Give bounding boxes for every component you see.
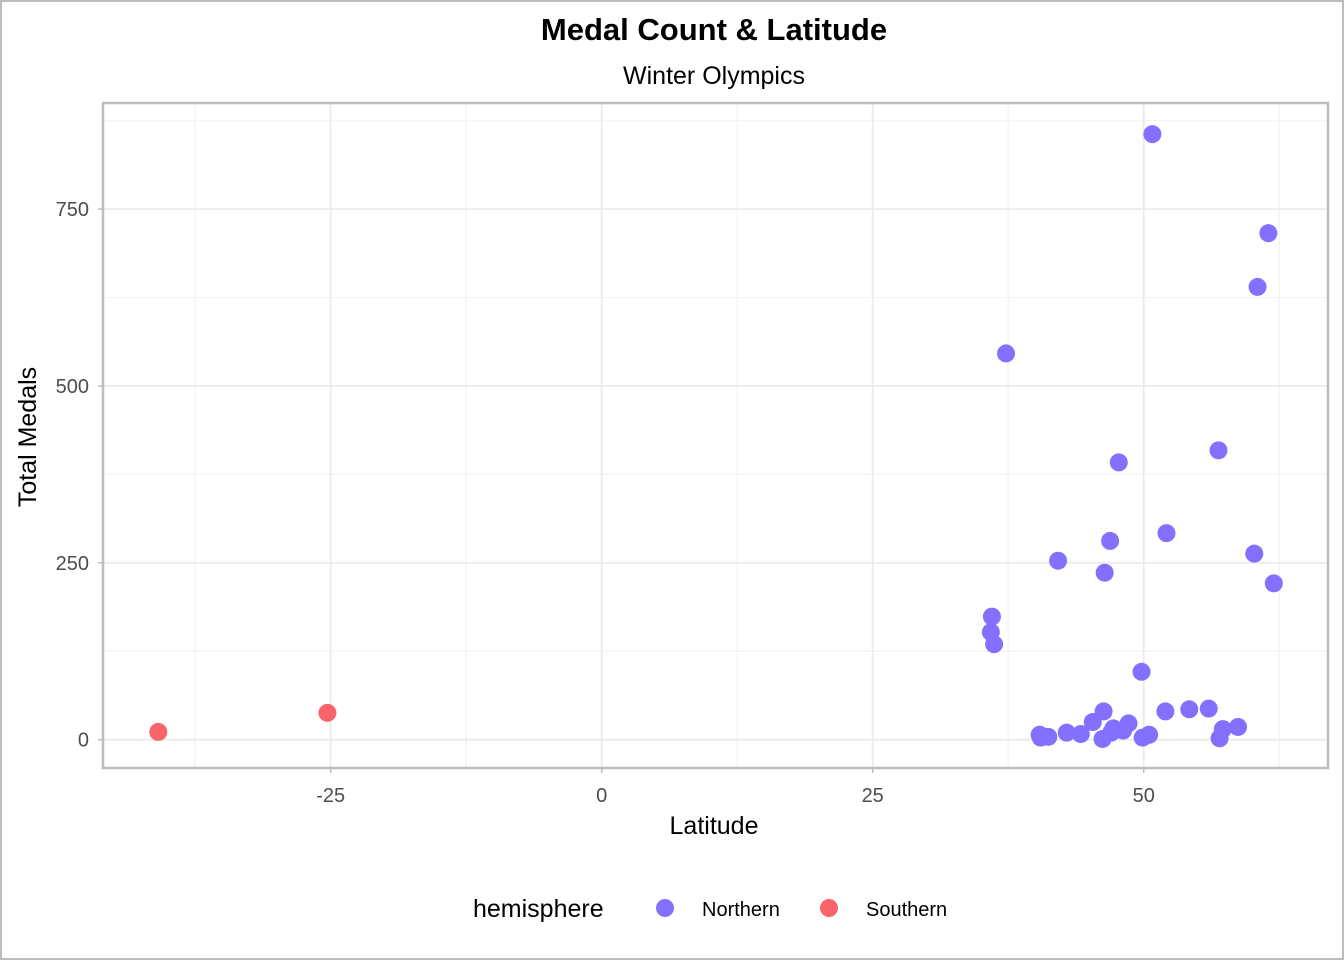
data-points: [149, 125, 1283, 748]
chart-subtitle: Winter Olympics: [623, 62, 805, 90]
data-point-southern: [318, 703, 337, 722]
x-tick-label: 0: [596, 785, 607, 807]
data-point-northern: [985, 635, 1004, 654]
data-point-southern: [149, 722, 168, 741]
data-point-northern: [1209, 441, 1228, 460]
data-point-northern: [1229, 717, 1248, 736]
data-point-northern: [1093, 729, 1112, 748]
data-point-northern: [1083, 713, 1102, 732]
data-point-northern: [1057, 723, 1076, 742]
plot-panel-border: [101, 101, 1330, 770]
data-point-northern: [1031, 728, 1050, 747]
data-point-northern: [1156, 702, 1175, 721]
data-point-northern: [1248, 277, 1267, 296]
y-tick-label: 750: [56, 199, 89, 221]
data-point-northern: [1101, 531, 1120, 550]
grid-lines: [103, 103, 1328, 768]
legend-title: hemisphere: [473, 895, 604, 923]
legend: hemisphere Northern Southern: [473, 895, 947, 923]
x-axis-label: Latitude: [670, 812, 759, 840]
legend-label-southern: Southern: [866, 899, 947, 921]
data-point-northern: [1157, 524, 1176, 543]
y-tick-label: 0: [78, 730, 89, 752]
data-point-northern: [1049, 551, 1068, 570]
data-point-northern: [1133, 728, 1152, 747]
data-point-northern: [1109, 453, 1128, 472]
data-point-northern: [1259, 224, 1278, 243]
data-point-northern: [1132, 662, 1151, 681]
y-axis-label: Total Medals: [14, 367, 42, 507]
y-tick-label: 500: [56, 376, 89, 398]
y-tick-label: 250: [56, 553, 89, 575]
x-tick-label: -25: [316, 785, 345, 807]
data-point-northern: [1071, 725, 1090, 744]
x-tick-label: 50: [1133, 785, 1155, 807]
data-point-northern: [1264, 574, 1283, 593]
legend-key-northern: [656, 899, 674, 917]
legend-key-southern: [820, 899, 838, 917]
data-point-northern: [1180, 700, 1199, 719]
x-tick-label: 25: [862, 785, 884, 807]
legend-label-northern: Northern: [702, 899, 780, 921]
data-point-northern: [997, 344, 1016, 363]
data-point-northern: [1095, 563, 1114, 582]
data-point-northern: [982, 607, 1001, 626]
data-point-northern: [1210, 729, 1229, 748]
data-point-northern: [1245, 544, 1264, 563]
chart-title: Medal Count & Latitude: [541, 12, 887, 47]
data-point-northern: [1199, 699, 1218, 718]
data-point-northern: [1143, 125, 1162, 144]
